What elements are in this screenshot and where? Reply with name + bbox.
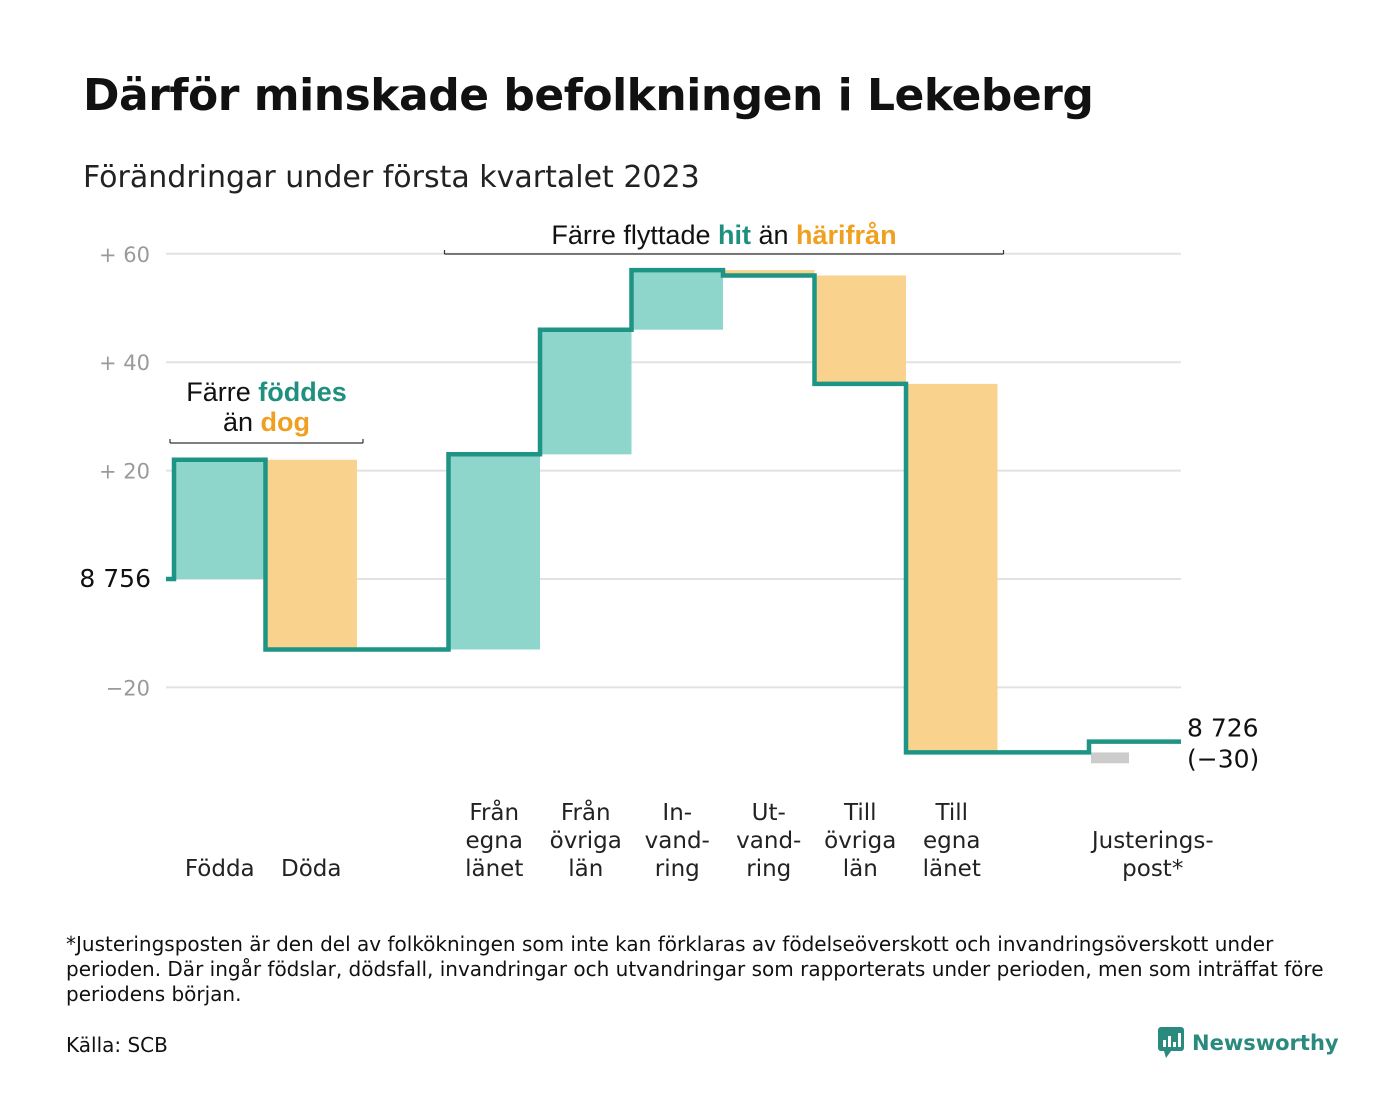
start-value-label: 8 756 [79, 564, 151, 593]
category-label: vand- [736, 828, 801, 854]
category-label: län [568, 856, 603, 882]
end-value-label: 8 726 [1187, 714, 1259, 743]
bar-5 [631, 270, 723, 330]
category-label: Justerings- [1090, 828, 1214, 854]
y-tick-label: −20 [106, 676, 150, 700]
annotation-part: hit [718, 220, 751, 250]
category-label: Döda [281, 856, 341, 882]
waterfall-chart: + 60 + 40 + 20 −20 8 756 8 726(−30) Födda Döda F… [79, 220, 1259, 882]
y-tick-label: + 20 [99, 460, 150, 484]
chart-title: Därför minskade befolkningen i Lekeberg [83, 70, 1094, 121]
category-label: Till [934, 800, 968, 826]
category-label: In- [662, 800, 692, 826]
bars [174, 270, 1129, 764]
annotation-part: Färre [186, 377, 258, 407]
bar-6 [723, 270, 815, 276]
bar-0 [174, 459, 266, 579]
end-change-label: (−30) [1187, 745, 1259, 774]
y-tick-label: + 60 [99, 243, 150, 267]
annotation-part: Färre flyttade [551, 220, 718, 250]
annotation-part: härifrån [796, 220, 897, 250]
annotation-part: dog [261, 407, 310, 437]
brand-logo: Newsworthy [1158, 1027, 1339, 1059]
bar-7 [814, 275, 906, 384]
bar-10 [1091, 752, 1129, 764]
brand-name: Newsworthy [1192, 1031, 1339, 1055]
category-label: Till [843, 800, 877, 826]
category-label: övriga [824, 828, 896, 854]
category-label: län [843, 856, 878, 882]
category-label: Från [469, 798, 519, 826]
bar-4 [540, 329, 632, 455]
annotation-part: än [223, 407, 261, 437]
bar-8 [906, 383, 998, 753]
category-label: ring [655, 856, 700, 882]
population-line [166, 267, 1181, 755]
bar-3 [448, 454, 540, 650]
category-label: länet [923, 856, 981, 882]
footnote: *Justeringsposten är den del av folkökni… [66, 932, 1324, 1006]
newsworthy-logo-icon [1158, 1027, 1184, 1058]
category-label: egna [923, 828, 980, 854]
source-note: Källa: SCB [66, 1033, 168, 1057]
annotation-part: än [751, 220, 796, 250]
category-label: länet [465, 856, 523, 882]
category-label: övriga [550, 828, 622, 854]
category-label: Ut- [752, 800, 786, 826]
category-label: vand- [645, 828, 710, 854]
annotation-text-line2: än dog [223, 407, 310, 437]
category-label: Från [561, 798, 611, 826]
annotation-part: föddes [258, 377, 347, 407]
annotation-text: Färre flyttade hit än härifrån [551, 220, 896, 250]
category-label: post* [1122, 856, 1183, 882]
category-label: Födda [185, 856, 255, 882]
y-tick-label: + 40 [99, 351, 150, 375]
category-label: ring [746, 856, 791, 882]
annotation-text: Färre föddes [186, 377, 347, 407]
bar-1 [265, 459, 357, 650]
chart-subtitle: Förändringar under första kvartalet 2023 [83, 160, 700, 195]
category-label: egna [466, 828, 523, 854]
